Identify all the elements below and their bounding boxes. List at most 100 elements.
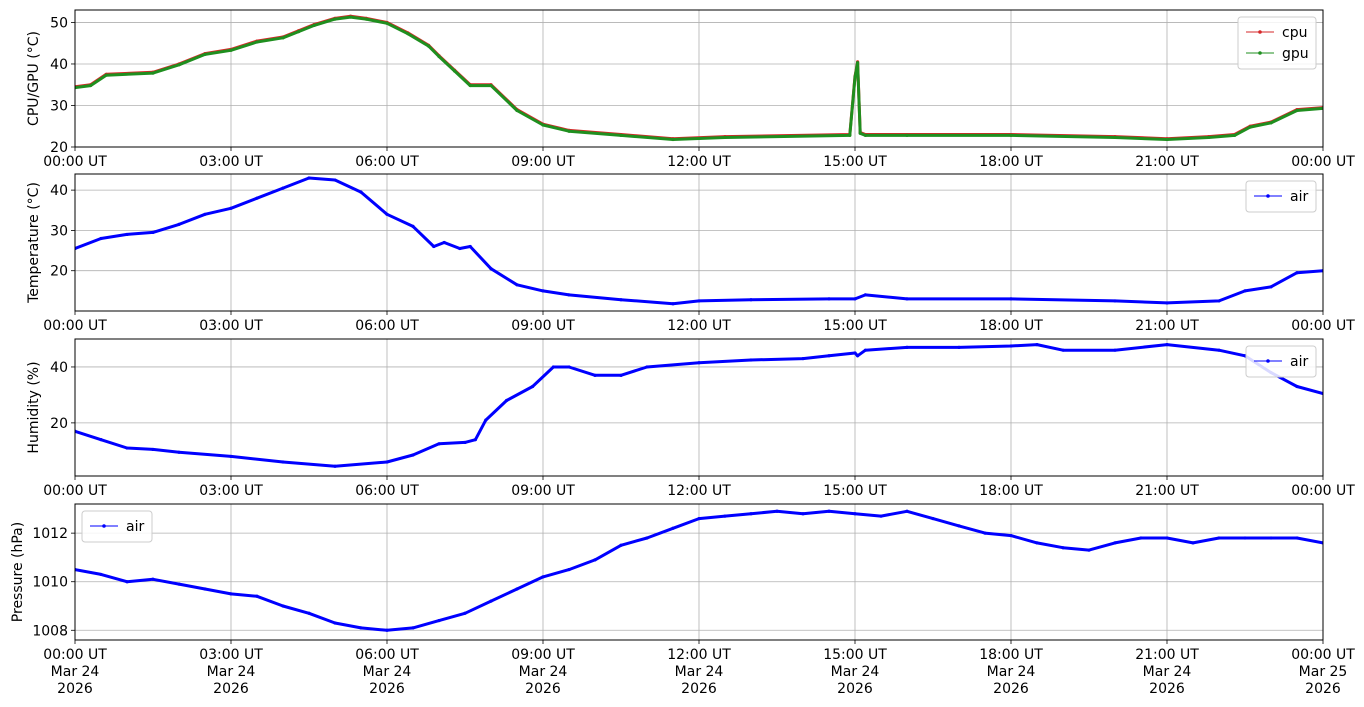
data-point-air — [1035, 541, 1039, 545]
series-air — [75, 176, 1323, 306]
data-point-gpu — [385, 21, 389, 25]
legend-label: gpu — [1282, 46, 1309, 62]
data-point-air — [385, 628, 389, 632]
data-point-gpu — [453, 69, 457, 73]
data-point-air — [541, 289, 545, 293]
plot-frame — [74, 503, 1324, 641]
data-point-air — [827, 354, 831, 358]
x-tick-label: 15:00 UT — [823, 483, 887, 499]
data-point-gpu — [104, 73, 108, 77]
data-point-gpu — [858, 131, 862, 135]
data-point-air — [468, 244, 472, 249]
data-point-air — [1243, 536, 1247, 540]
x-tick-label: 18:00 UT — [979, 318, 1043, 334]
x-tick-label: 18:00 UT — [979, 483, 1043, 499]
y-axis-label: Humidity (%) — [26, 361, 42, 453]
data-point-air — [567, 365, 571, 369]
data-point-air — [359, 626, 363, 630]
data-point-air — [1061, 546, 1065, 550]
data-point-air — [442, 240, 446, 245]
x-tick-label: 06:00 UT — [355, 318, 419, 334]
x-tick-label: 00:00 UT Mar 24 2026 — [43, 647, 107, 697]
data-point-air — [229, 206, 233, 210]
y-tick-label: 30 — [50, 98, 68, 114]
legend-label: air — [1290, 354, 1308, 370]
y-tick-label: 40 — [50, 57, 68, 73]
data-point-air — [1087, 548, 1091, 552]
data-point-gpu — [619, 133, 623, 137]
data-point-air — [385, 212, 389, 216]
data-point-air — [957, 524, 961, 528]
y-tick-label: 50 — [50, 15, 68, 31]
data-point-air — [1165, 342, 1169, 347]
x-tick-label: 12:00 UT — [667, 483, 731, 499]
data-point-air — [1061, 348, 1065, 352]
data-point-air — [1009, 533, 1013, 538]
data-point-air — [1295, 271, 1299, 275]
data-point-air — [749, 358, 753, 362]
legend-entry-air: air — [1254, 354, 1308, 370]
data-point-air — [856, 354, 860, 358]
data-point-air — [463, 440, 467, 445]
x-tick-label: 21:00 UT — [1135, 318, 1199, 334]
legend-entry-gpu: gpu — [1246, 46, 1309, 62]
data-point-air — [905, 509, 909, 513]
y-tick-label: 1012 — [32, 526, 68, 542]
legend-swatch-marker — [1258, 51, 1262, 55]
x-tick-label: 06:00 UT — [355, 154, 419, 170]
data-point-air — [1269, 536, 1273, 540]
data-point-air — [151, 230, 155, 235]
data-point-air — [307, 176, 311, 180]
y-tick-label: 20 — [50, 416, 68, 432]
plot-frame — [74, 9, 1324, 148]
data-point-air — [203, 587, 207, 591]
data-point-air — [1217, 348, 1221, 352]
data-point-air — [505, 398, 509, 403]
data-point-air — [151, 577, 155, 581]
data-point-air — [151, 447, 155, 452]
data-point-gpu — [1295, 108, 1299, 113]
data-point-air — [1295, 536, 1299, 540]
data-point-gpu — [1233, 133, 1237, 137]
data-point-air — [489, 267, 493, 271]
data-point-gpu — [406, 32, 410, 36]
legend-entry-air: air — [1254, 189, 1308, 205]
data-point-air — [307, 611, 311, 615]
x-tick-label: 03:00 UT — [199, 154, 263, 170]
data-point-air — [281, 186, 285, 190]
data-point-air — [863, 348, 868, 352]
x-tick-label: 03:00 UT — [199, 483, 263, 499]
data-point-air — [515, 283, 519, 287]
data-point-air — [593, 558, 597, 562]
x-tick-label: 15:00 UT — [823, 318, 887, 334]
data-point-air — [801, 512, 805, 516]
data-point-air — [879, 514, 883, 518]
data-point-air — [749, 512, 753, 516]
data-point-air — [645, 365, 649, 369]
data-point-air — [411, 453, 415, 457]
data-point-air — [1165, 301, 1169, 305]
data-point-gpu — [671, 137, 675, 142]
x-tick-label: 18:00 UT — [979, 154, 1043, 170]
data-point-gpu — [281, 36, 285, 40]
data-point-air — [515, 587, 519, 591]
data-point-air — [983, 531, 987, 535]
data-point-air — [723, 514, 727, 518]
data-point-air — [853, 512, 857, 516]
data-point-air — [905, 345, 909, 349]
data-point-air — [905, 297, 909, 301]
chart-panel-2: 00:00 UT 03:00 UT 06:00 UT 09:00 UT 12:00 UT… — [26, 173, 1355, 334]
data-point-air — [255, 196, 259, 200]
data-point-air — [541, 575, 545, 579]
data-point-gpu — [905, 133, 909, 137]
data-point-air — [458, 246, 462, 251]
data-point-air — [619, 298, 623, 302]
data-point-air — [1009, 297, 1013, 301]
data-point-gpu — [723, 135, 727, 140]
x-tick-label: 00:00 UT — [1291, 483, 1355, 499]
legend-swatch-marker — [1258, 30, 1262, 34]
data-point-air — [863, 293, 868, 297]
legend-label: cpu — [1282, 25, 1307, 41]
data-point-gpu — [297, 29, 301, 34]
